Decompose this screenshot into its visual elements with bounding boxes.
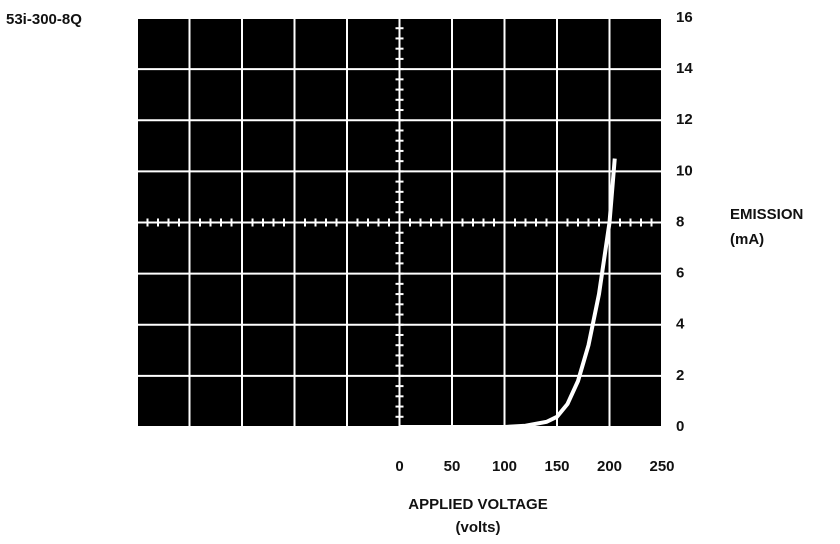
x-tick-label: 200 [597,458,622,475]
x-axis-unit: (volts) [456,519,501,536]
y-axis-label: EMISSION [730,206,803,223]
x-tick-label: 100 [492,458,517,475]
y-tick-label: 8 [676,213,684,230]
y-tick-label: 16 [676,9,693,26]
chart-title: 53i-300-8Q [6,11,82,28]
x-tick-label: 250 [649,458,674,475]
x-tick-label: 150 [544,458,569,475]
x-tick-label: 50 [444,458,461,475]
y-tick-label: 10 [676,162,693,179]
y-tick-label: 4 [676,316,685,333]
y-axis-unit: (mA) [730,231,764,248]
chart: 53i-300-8Q EMISSION (mA) APPLIED VOLTAGE… [0,0,840,544]
y-tick-label: 6 [676,265,684,282]
x-axis-label: APPLIED VOLTAGE [408,496,547,513]
y-tick-label: 12 [676,111,693,128]
y-tick-label: 14 [676,60,693,77]
x-tick-label: 0 [395,458,403,475]
y-tick-label: 2 [676,367,684,384]
y-tick-label: 0 [676,418,684,435]
